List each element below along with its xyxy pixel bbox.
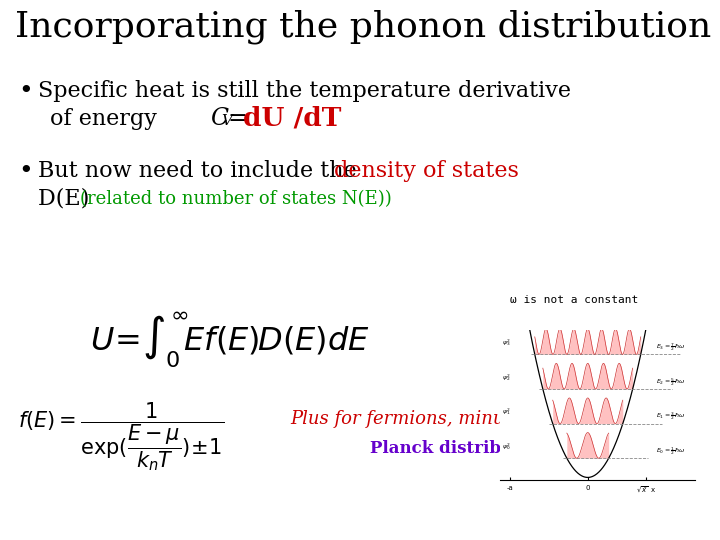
Text: Incorporating the phonon distribution: Incorporating the phonon distribution bbox=[15, 10, 711, 44]
Text: =: = bbox=[228, 107, 256, 130]
Text: Plus for fermions, minus for bosons: Plus for fermions, minus for bosons bbox=[290, 410, 615, 428]
Text: $E_1=\frac{3}{2}\hbar\omega$: $E_1=\frac{3}{2}\hbar\omega$ bbox=[656, 410, 685, 422]
Text: $E_0=\frac{1}{2}\hbar\omega$: $E_0=\frac{1}{2}\hbar\omega$ bbox=[656, 445, 685, 457]
Text: $f(E) = \dfrac{1}{\mathrm{exp}(\dfrac{E-\mu}{k_n T})\!\pm\! 1}$: $f(E) = \dfrac{1}{\mathrm{exp}(\dfrac{E-… bbox=[18, 400, 224, 472]
Text: V: V bbox=[221, 114, 232, 128]
Text: D(E): D(E) bbox=[38, 188, 96, 210]
Text: •: • bbox=[18, 160, 32, 183]
Text: $U\!=\!\int_0^{\infty}\! Ef(E)D(E)dE$: $U\!=\!\int_0^{\infty}\! Ef(E)D(E)dE$ bbox=[90, 310, 370, 370]
Text: dU /dT: dU /dT bbox=[243, 105, 341, 130]
Text: $\psi_3^2$: $\psi_3^2$ bbox=[502, 338, 510, 348]
Text: of energy: of energy bbox=[50, 108, 157, 130]
Text: (related to number of states N(E)): (related to number of states N(E)) bbox=[80, 190, 392, 208]
Text: $\psi_0^2$: $\psi_0^2$ bbox=[502, 441, 510, 452]
Text: •: • bbox=[18, 80, 32, 103]
Text: Planck distribution: Planck distribution bbox=[370, 440, 550, 457]
Text: $E_2=\frac{5}{2}\hbar\omega$: $E_2=\frac{5}{2}\hbar\omega$ bbox=[656, 376, 685, 388]
Text: $\psi_1^2$: $\psi_1^2$ bbox=[502, 407, 510, 417]
Text: $E_3=\frac{7}{2}\hbar\omega$: $E_3=\frac{7}{2}\hbar\omega$ bbox=[656, 341, 685, 353]
Text: Specific heat is still the temperature derivative: Specific heat is still the temperature d… bbox=[38, 80, 571, 102]
Text: ω is not a constant: ω is not a constant bbox=[510, 295, 638, 305]
Text: C: C bbox=[210, 107, 228, 130]
Text: $\psi_2^2$: $\psi_2^2$ bbox=[502, 372, 510, 383]
Text: density of states: density of states bbox=[334, 160, 519, 182]
Text: But now need to include the: But now need to include the bbox=[38, 160, 364, 182]
